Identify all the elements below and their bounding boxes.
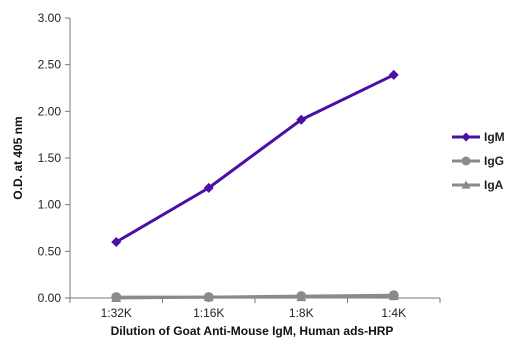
series-group [111, 69, 399, 303]
y-tick-label: 1.00 [38, 198, 62, 212]
x-tick-labels: 1:32K 1:16K 1:8K 1:4K [101, 306, 407, 320]
y-tick-label: 3.00 [38, 11, 62, 25]
legend-label-iga: IgA [484, 178, 504, 192]
series-line-igg [116, 293, 394, 299]
x-tick-label: 1:4K [381, 306, 406, 320]
data-point-igg [111, 292, 122, 303]
data-point-igm [388, 69, 399, 80]
legend-marker-iga [461, 180, 471, 189]
x-tick-label: 1:16K [193, 306, 224, 320]
data-point-igg [203, 292, 214, 303]
series-igg [111, 290, 399, 303]
data-point-igm [296, 114, 307, 125]
y-tick-label: 1.50 [38, 151, 62, 165]
legend: IgM IgG IgA [452, 130, 505, 192]
data-point-igg [388, 290, 399, 301]
y-tick-label: 0.00 [38, 291, 62, 305]
axes [65, 17, 441, 303]
series-igm [111, 69, 399, 247]
legend-label-igm: IgM [484, 130, 505, 144]
x-tick-label: 1:8K [289, 306, 314, 320]
y-tick-label: 0.50 [38, 244, 62, 258]
legend-marker-igg [461, 156, 471, 166]
x-tick-label: 1:32K [101, 306, 132, 320]
y-axis-title: O.D. at 405 nm [11, 116, 25, 199]
legend-label-igg: IgG [484, 154, 504, 168]
y-tick-label: 2.50 [38, 58, 62, 72]
data-point-igg [296, 291, 307, 302]
legend-marker-igm [461, 132, 471, 142]
y-tick-labels: 0.00 0.50 1.00 1.50 2.00 2.50 3.00 [38, 11, 62, 305]
series-line-igm [115, 73, 395, 244]
data-point-igm [111, 237, 122, 247]
data-point-igm [203, 182, 214, 193]
x-axis-title: Dilution of Goat Anti-Mouse IgM, Human a… [111, 324, 394, 338]
y-tick-label: 2.00 [38, 104, 62, 118]
